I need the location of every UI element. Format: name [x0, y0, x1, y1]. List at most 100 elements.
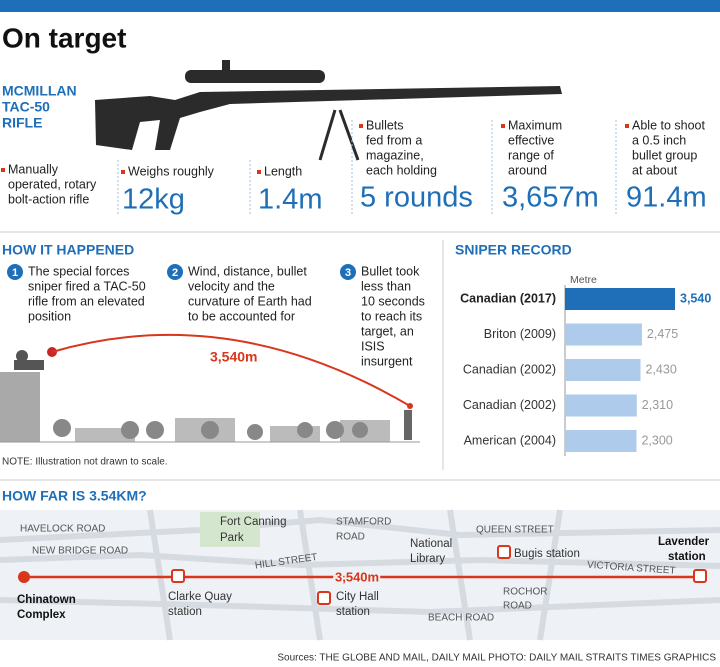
map-label: station: [668, 551, 706, 563]
bar: [565, 323, 642, 346]
top-bar: [0, 0, 720, 12]
title: On target: [2, 22, 126, 53]
step-text: less than: [361, 279, 411, 293]
category-label: Canadian (2017): [460, 291, 556, 305]
spec-text: Weighs roughly: [128, 164, 215, 178]
section-title: HOW IT HAPPENED: [2, 242, 134, 258]
step-text: The special forces: [28, 264, 129, 278]
rifle-image: [95, 60, 562, 161]
map-label: QUEEN STREET: [476, 525, 554, 536]
map-label: City Hall: [336, 591, 379, 603]
spec-text: a 0.5 inch: [632, 133, 686, 147]
spec-figure: 3,657m: [502, 182, 599, 214]
value-label: 2,475: [647, 327, 678, 341]
spec-text: bolt-action rifle: [8, 192, 89, 206]
bullet-marker: [501, 124, 505, 128]
spec-text: magazine,: [366, 148, 424, 162]
rifle-name: TAC-50: [2, 99, 50, 115]
step-text: ISIS: [361, 339, 385, 353]
step-text: velocity and the: [188, 279, 275, 293]
map-label: station: [336, 606, 370, 618]
step-text: to be accounted for: [188, 309, 295, 323]
scene: [0, 333, 420, 443]
spec-text: effective: [508, 133, 554, 147]
spec-figure: 12kg: [122, 184, 185, 216]
distance-label: 3,540m: [210, 349, 257, 365]
spec-text: Length: [264, 164, 302, 178]
map-label: ROAD: [503, 601, 532, 612]
map-label: Park: [220, 532, 244, 544]
step-text: sniper fired a TAC-50: [28, 279, 146, 293]
spec-text: range of: [508, 148, 554, 162]
spec-text: Bullets: [366, 118, 404, 132]
map-label: Library: [410, 553, 445, 565]
spec-text: Manually: [8, 162, 59, 176]
map-label: BEACH ROAD: [428, 613, 494, 624]
chart-title: SNIPER RECORD: [455, 242, 572, 258]
spec-text: operated, rotary: [8, 177, 97, 191]
map-label: ROCHOR: [503, 587, 547, 598]
spec-figure: 1.4m: [258, 184, 322, 216]
step-text: target, an: [361, 324, 414, 338]
section-title: HOW FAR IS 3.54KM?: [2, 488, 147, 504]
step-text: Bullet took: [361, 264, 420, 278]
category-label: Canadian (2002): [463, 362, 556, 376]
spec-text: bullet group: [632, 148, 697, 162]
dividers: [117, 120, 617, 215]
map-label: STAMFORD: [336, 517, 391, 528]
bar: [565, 359, 641, 381]
footer: Sources: THE GLOBE AND MAIL, DAILY MAIL …: [277, 653, 716, 664]
map-label: NEW BRIDGE ROAD: [32, 546, 128, 557]
step-text: rifle from an elevated: [28, 294, 145, 308]
value-label: 2,310: [642, 398, 673, 412]
axis-label: Metre: [570, 274, 597, 286]
step-text: Wind, distance, bullet: [188, 264, 307, 278]
map-label: Lavender: [658, 536, 710, 548]
bullet-marker: [1, 168, 5, 172]
spec-text: Able to shoot: [632, 118, 705, 132]
value-label: 3,540: [680, 291, 711, 305]
step-circle: [167, 264, 183, 280]
map-label: Clarke Quay: [168, 591, 232, 603]
map-distance: 3,540m: [335, 569, 379, 584]
bar: [565, 288, 675, 310]
step-number: 2: [172, 267, 178, 279]
category-label: Briton (2009): [484, 327, 556, 341]
map: [0, 509, 720, 641]
spec-text: each holding: [366, 163, 437, 177]
step-number: 3: [345, 267, 351, 279]
map-label: ROAD: [336, 532, 365, 543]
value-label: 2,300: [641, 433, 672, 447]
map-label: Chinatown: [17, 594, 76, 606]
map-label: HAVELOCK ROAD: [20, 524, 105, 535]
spec-text: Maximum: [508, 118, 562, 132]
step-text: 10 seconds: [361, 294, 425, 308]
map-label: station: [168, 606, 202, 618]
bar: [565, 430, 637, 452]
category-label: American (2004): [464, 433, 556, 447]
map-label: Fort Canning: [220, 516, 286, 528]
step-text: curvature of Earth had: [188, 294, 312, 308]
step-circle: [7, 264, 23, 280]
bar: [565, 394, 637, 417]
spec-text: around: [508, 163, 547, 177]
step-text: position: [28, 309, 71, 323]
map-label: Bugis station: [514, 548, 580, 560]
map-label: Complex: [17, 609, 66, 621]
map-label: National: [410, 538, 452, 550]
bullet-marker: [121, 170, 125, 174]
spec-figure: 5 rounds: [360, 182, 473, 214]
spec-text: at about: [632, 163, 678, 177]
rifle-name: RIFLE: [2, 115, 42, 131]
note: NOTE: Illustration not drawn to scale.: [2, 457, 168, 468]
spec-text: fed from a: [366, 133, 422, 147]
bullet-marker: [257, 170, 261, 174]
rifle-name: MCMILLAN: [2, 83, 77, 99]
bullet-marker: [625, 124, 629, 128]
step-circle: [340, 264, 356, 280]
step-number: 1: [12, 267, 18, 279]
value-label: 2,430: [646, 362, 677, 376]
category-label: Canadian (2002): [463, 398, 556, 412]
